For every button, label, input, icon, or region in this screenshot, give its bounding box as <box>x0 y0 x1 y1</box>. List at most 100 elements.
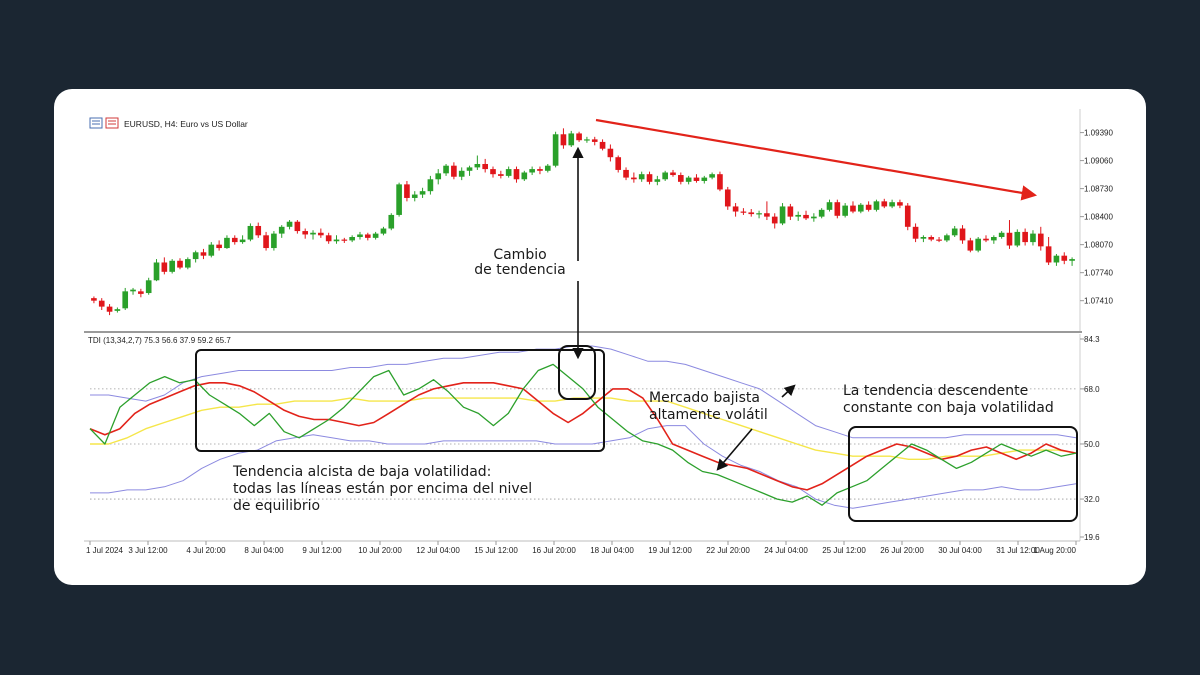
candle-body <box>443 165 449 174</box>
candle-body <box>944 235 950 241</box>
annotation-uptrend: Tendencia alcista de baja volatilidad: t… <box>232 464 532 514</box>
candle-body <box>991 237 997 241</box>
candle <box>1022 228 1028 246</box>
annotation-trend-change-line2: de tendencia <box>474 262 565 278</box>
candle <box>928 235 935 242</box>
candle-body <box>607 148 614 158</box>
time-tick-label: 22 Jul 20:00 <box>706 546 750 555</box>
candle-body <box>959 228 966 241</box>
candle-body <box>278 226 285 234</box>
candle-body <box>724 189 731 207</box>
candle-body <box>122 291 129 309</box>
candle-body <box>771 216 778 224</box>
candle <box>435 169 442 185</box>
candle-body <box>732 206 739 212</box>
candle-body <box>271 233 277 249</box>
tdi-tick-label: 19.6 <box>1084 533 1100 542</box>
candle <box>458 167 465 181</box>
candle-body <box>560 134 567 146</box>
candle-body <box>967 240 974 251</box>
candle <box>153 259 160 282</box>
candle-body <box>325 235 332 242</box>
candle <box>912 223 919 243</box>
candle <box>1053 253 1060 266</box>
candle-body <box>1053 255 1060 263</box>
candle <box>419 187 426 198</box>
candle <box>357 231 363 240</box>
candle <box>748 208 755 217</box>
candle <box>991 235 997 244</box>
candle <box>701 175 708 184</box>
time-tick-label: 25 Jul 12:00 <box>822 546 866 555</box>
candle <box>584 136 590 143</box>
time-tick-label: 30 Jul 04:00 <box>938 546 982 555</box>
candle <box>998 231 1005 239</box>
annotation-steady-downtrend-line2: constante con baja volatilidad <box>843 400 1054 416</box>
candlestick-series <box>91 128 1075 316</box>
candle-body <box>983 238 989 241</box>
candle <box>568 130 575 148</box>
candle <box>1061 252 1068 265</box>
candle <box>364 232 371 241</box>
tdi-tick-label: 84.3 <box>1084 335 1100 344</box>
candle <box>654 175 661 186</box>
candle <box>1037 226 1044 251</box>
candle <box>717 171 723 192</box>
candle-body <box>239 239 246 243</box>
candle <box>834 199 841 219</box>
candle-body <box>787 206 794 217</box>
candle <box>904 203 911 231</box>
candle-body <box>341 239 348 241</box>
candle-body <box>192 252 199 260</box>
tdi-tick-label: 68.0 <box>1084 385 1100 394</box>
candle-body <box>302 231 309 235</box>
candle <box>169 259 175 274</box>
candle-body <box>638 174 645 180</box>
candle <box>631 172 637 183</box>
candle <box>114 307 121 313</box>
candle <box>216 240 222 251</box>
candle <box>505 166 512 178</box>
candle <box>411 191 418 202</box>
candle <box>161 257 168 275</box>
candle <box>106 304 113 316</box>
candle <box>130 287 136 295</box>
annotation-volatile-bear-line1: Mercado bajista <box>649 390 760 406</box>
candle <box>818 208 825 219</box>
candle-body <box>568 133 575 146</box>
candle <box>318 228 324 238</box>
candle <box>756 210 762 219</box>
candle <box>1006 220 1013 249</box>
candle-body <box>615 157 622 170</box>
candle <box>685 175 692 185</box>
candle-body <box>850 205 856 212</box>
candle-body <box>130 289 136 292</box>
candle <box>646 171 653 185</box>
downtrend-arrow <box>595 118 1038 201</box>
time-tick-label: 12 Jul 04:00 <box>416 546 460 555</box>
candle <box>192 250 199 263</box>
candle-body <box>537 169 543 171</box>
candle-body <box>490 169 496 175</box>
downtrend-box <box>848 426 1078 522</box>
candle <box>771 213 778 229</box>
candle <box>591 136 598 146</box>
candle <box>231 235 238 245</box>
candle <box>537 166 543 175</box>
candle-body <box>169 260 175 272</box>
annotation-steady-downtrend: La tendencia descendente constante con b… <box>843 383 1054 416</box>
candle <box>740 208 747 215</box>
tdi-green-line <box>89 363 1077 506</box>
candle-body <box>998 232 1005 238</box>
candle-body <box>427 179 434 192</box>
candle <box>1045 237 1052 266</box>
candle <box>944 233 950 243</box>
price-tick-label: 1.09060 <box>1084 157 1113 166</box>
candle <box>826 199 833 212</box>
candle-body <box>1061 255 1068 261</box>
candle <box>842 203 848 218</box>
price-tick-label: 1.07740 <box>1084 269 1113 278</box>
price-chart-title: EURUSD, H4: Euro vs US Dollar <box>124 119 248 129</box>
candle <box>98 298 105 311</box>
candle <box>388 213 395 231</box>
